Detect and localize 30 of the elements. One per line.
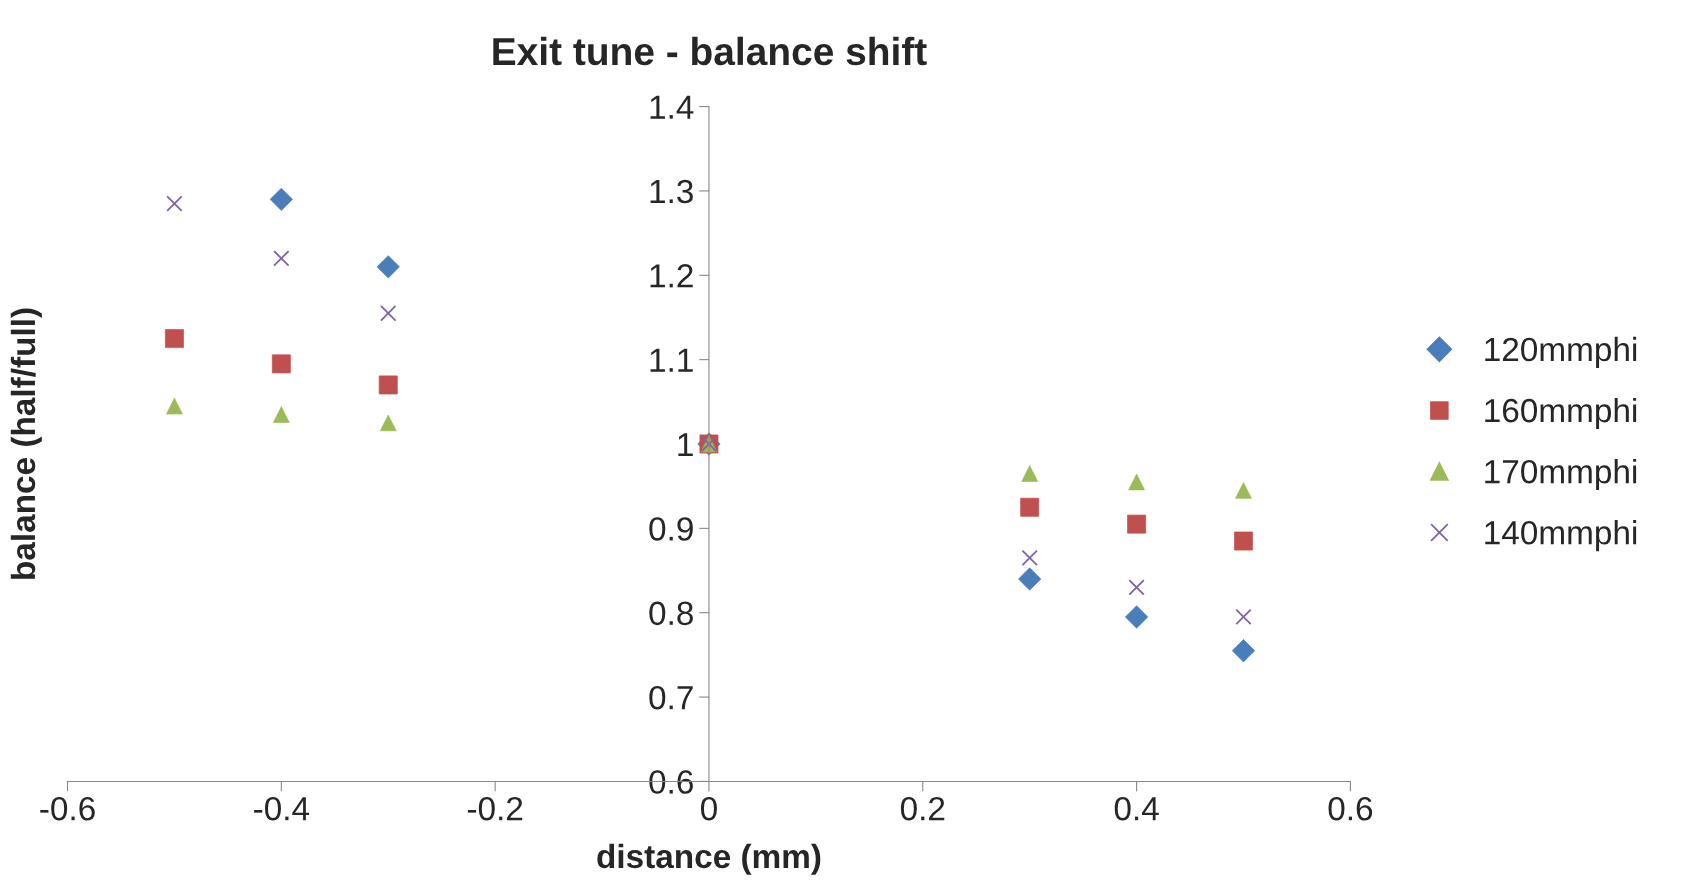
x-tick-label: 0.2 — [900, 796, 945, 821]
x-tick-label: 0.6 — [1328, 796, 1373, 821]
y-tick-label: 0.7 — [649, 685, 693, 710]
point — [269, 187, 293, 211]
legend-label: 170mmphi — [1485, 459, 1637, 491]
y-tick-label: 1.2 — [650, 264, 693, 288]
y-tick-label: 0.8 — [649, 601, 693, 626]
point — [1021, 549, 1038, 567]
y-axis-title: balance (half/full) — [10, 308, 42, 579]
point — [1128, 579, 1145, 596]
point — [380, 305, 397, 322]
point — [1235, 608, 1252, 626]
point — [273, 250, 290, 267]
y-tick-label: 1.1 — [650, 348, 693, 372]
x-tick-label: -0.2 — [467, 796, 523, 821]
legend-label: 160mmphi — [1485, 397, 1637, 429]
legend-label: 140mmphi — [1485, 520, 1637, 552]
x-tick-label: -0.6 — [40, 796, 95, 821]
y-tick-label: 1 — [678, 433, 693, 457]
y-tick-label: 1.3 — [650, 179, 693, 204]
y-tick-label: 0.9 — [649, 517, 693, 541]
point — [166, 195, 183, 212]
y-tick-label: 0.6 — [649, 770, 693, 794]
chart-title: Exit tune - balance shift — [493, 36, 927, 66]
x-tick-label: 0.4 — [1114, 796, 1159, 821]
x-axis-title: distance (mm) — [597, 843, 821, 875]
x-tick-label: -0.4 — [254, 796, 310, 821]
x-tick-label: 0 — [700, 796, 717, 821]
y-tick-label: 1.4 — [650, 95, 694, 119]
legend-label: 120mmphi — [1485, 336, 1637, 368]
